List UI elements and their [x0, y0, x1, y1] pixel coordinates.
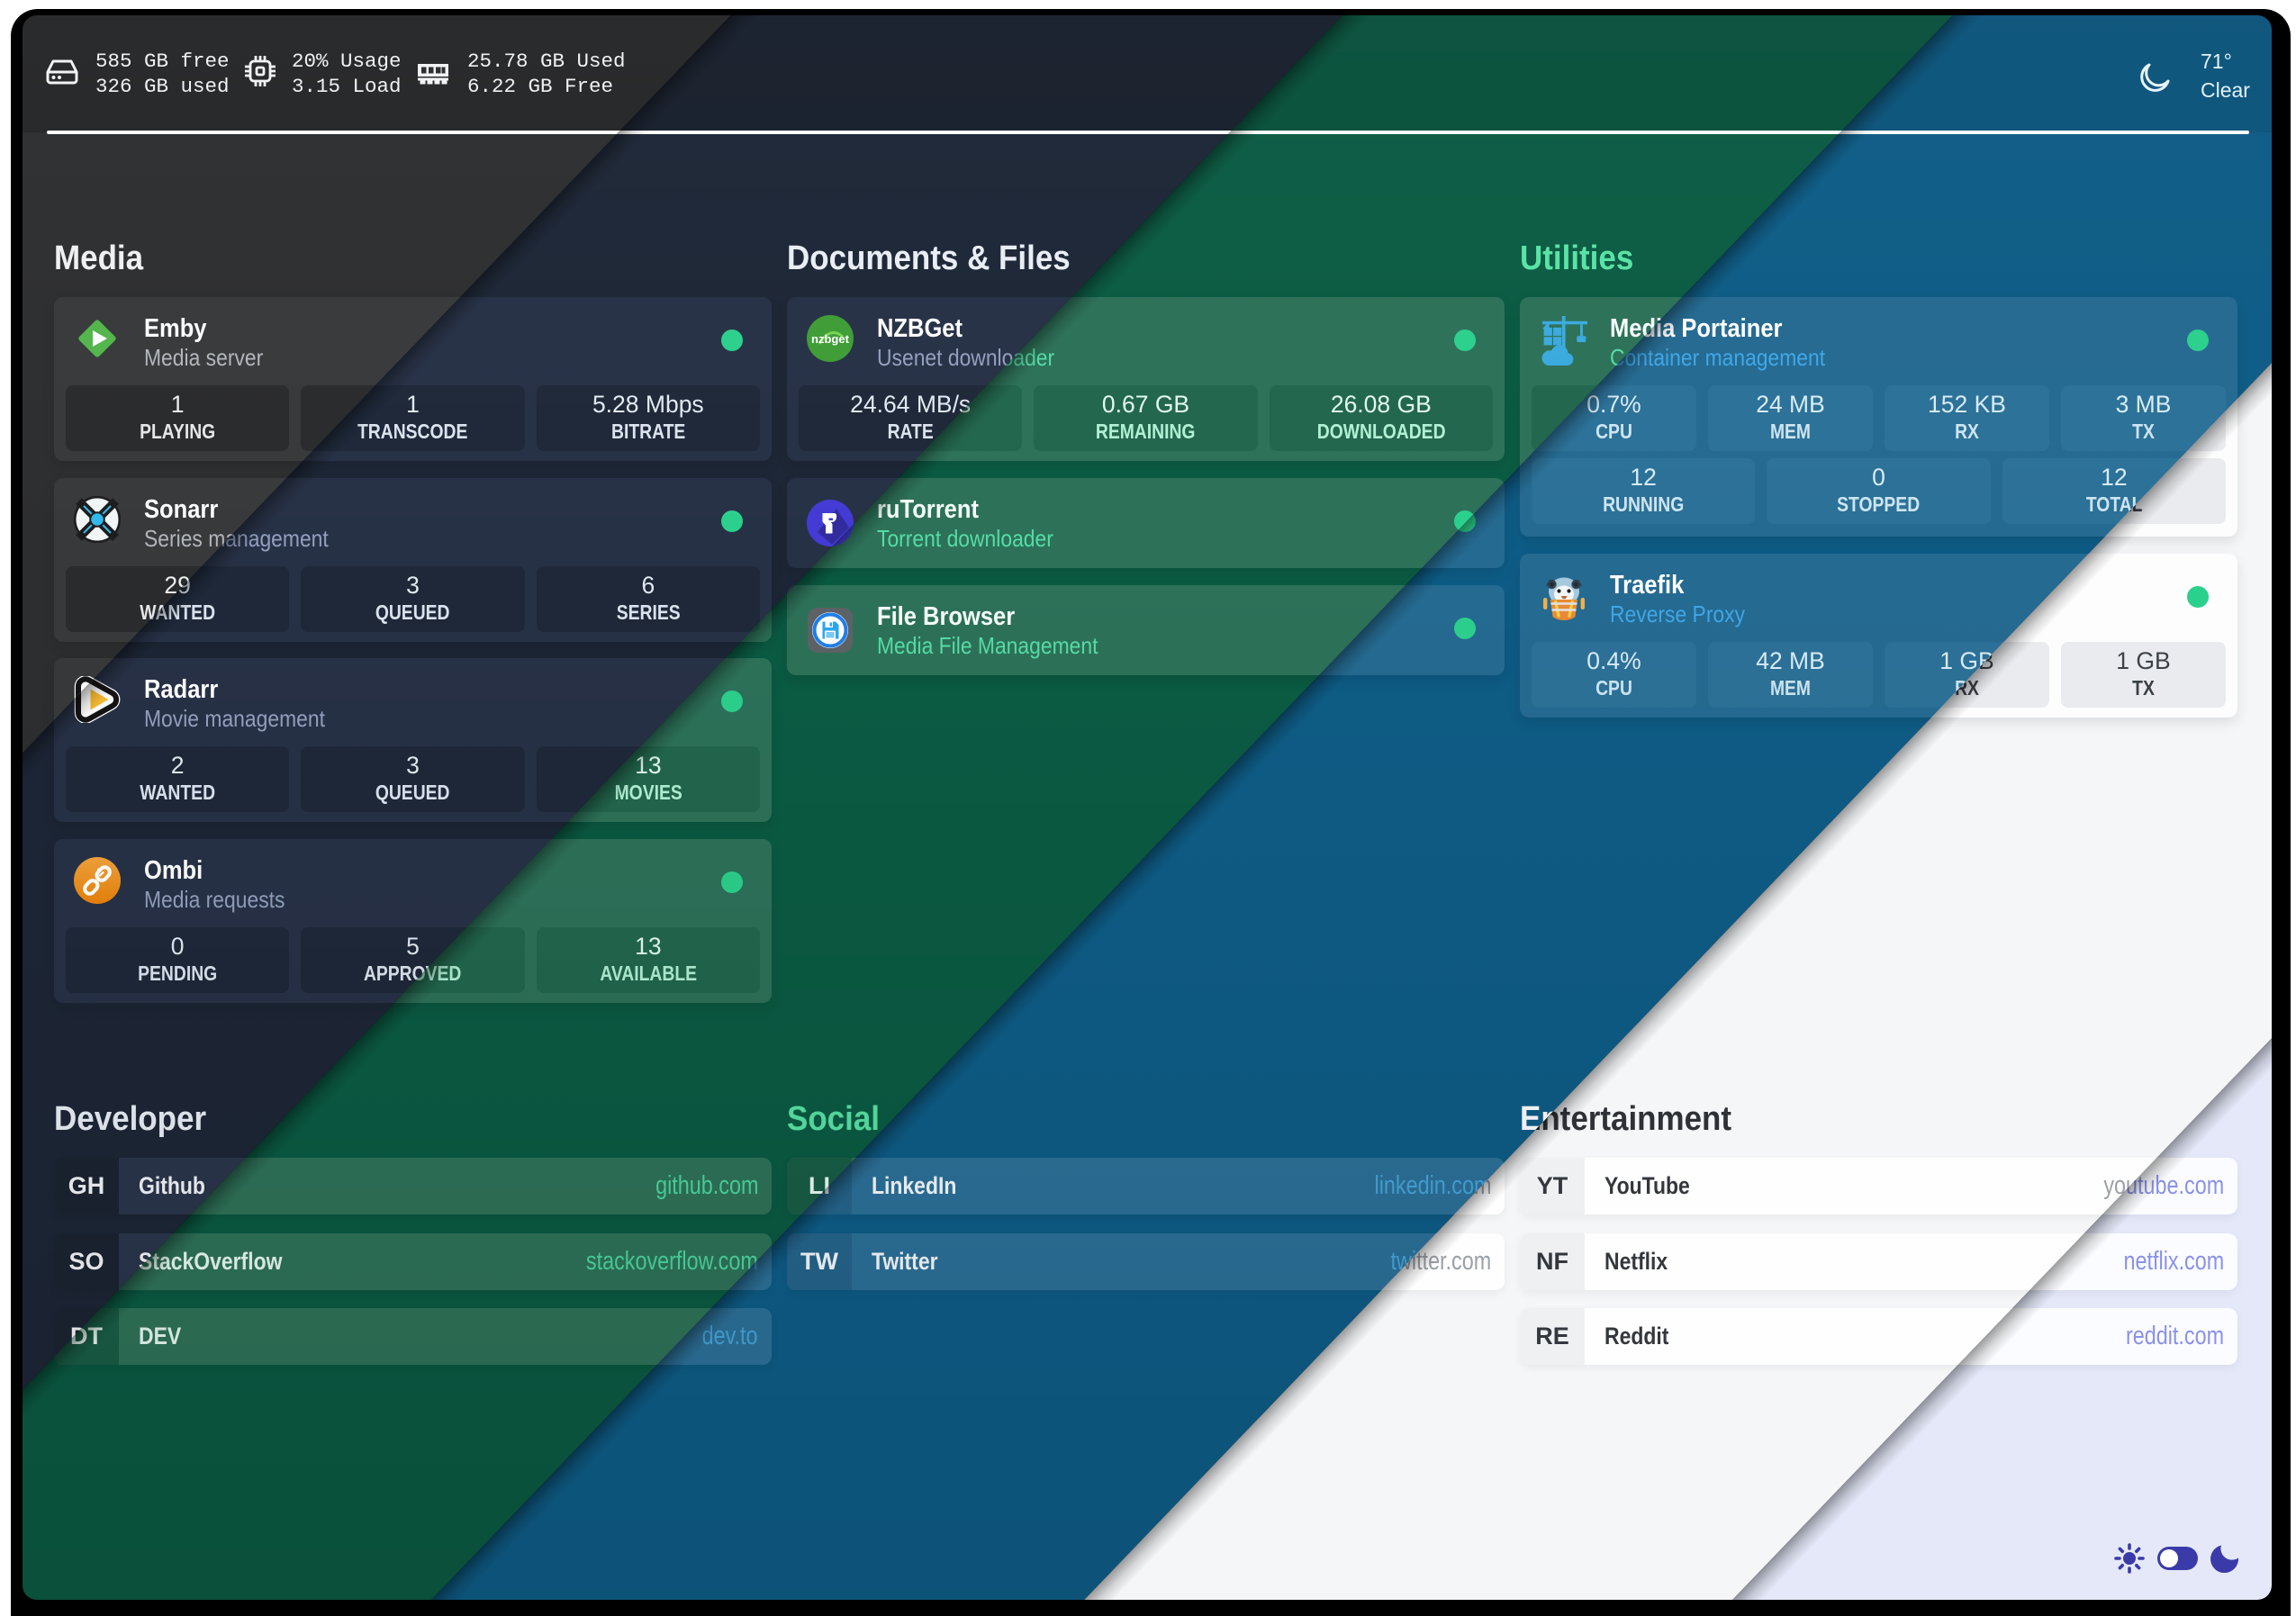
svg-text:nzbget: nzbget: [811, 332, 850, 346]
